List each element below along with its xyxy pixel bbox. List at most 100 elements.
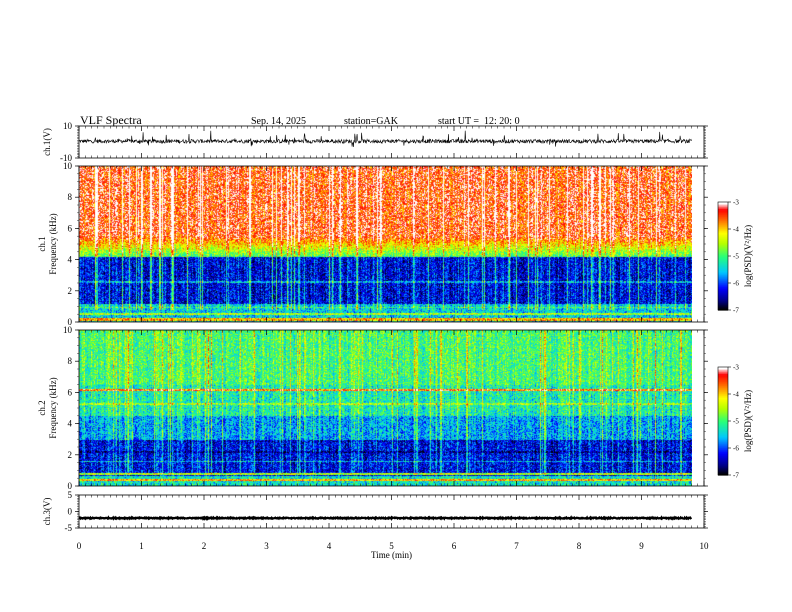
ch3-waveform-panel: 5 0 -5 ch.3(V) [42, 490, 708, 533]
colorbar-segment [718, 212, 728, 215]
y-tick-label: 2 [68, 450, 73, 460]
colorbar-segment [718, 473, 728, 476]
waveform-ylabel: ch.3(V) [42, 498, 52, 526]
colorbar-segment [718, 218, 728, 221]
ch1-waveform-panel: 10 -10 ch.1(V) [42, 121, 708, 163]
colorbar-segment [718, 469, 728, 472]
colorbar-segment [718, 216, 728, 219]
colorbar-segment [718, 415, 728, 418]
colorbar-segment [718, 441, 728, 444]
colorbar-segment [718, 393, 728, 396]
colorbar-segment [718, 206, 728, 209]
colorbar-segment [718, 461, 728, 464]
y-tick-label: -5 [65, 523, 73, 533]
colorbar-segment [718, 210, 728, 213]
colorbar-segment [718, 254, 728, 257]
waveform-trace [78, 130, 692, 148]
colorbar-tick-label: -3 [733, 199, 739, 207]
colorbar-segment [718, 377, 728, 380]
figure-title: VLF Spectra [80, 113, 142, 127]
colorbar-segment [718, 419, 728, 422]
colorbar-segment [718, 409, 728, 412]
colorbar-segment [718, 228, 728, 231]
colorbar-segment [718, 371, 728, 374]
colorbar-segment [718, 242, 728, 245]
colorbar-segment [718, 286, 728, 289]
colorbar-segment [718, 443, 728, 446]
colorbar-segment [718, 256, 728, 259]
y-tick-label: 8 [68, 356, 73, 366]
x-tick-label: 5 [389, 541, 394, 551]
colorbar-segment [718, 252, 728, 255]
colorbar-segment [718, 439, 728, 442]
colorbar-segment [718, 292, 728, 295]
colorbar-segment [718, 298, 728, 301]
colorbar-segment [718, 459, 728, 462]
colorbar-segment [718, 403, 728, 406]
colorbar-tick-label: -7 [733, 307, 739, 315]
colorbar-segment [718, 220, 728, 223]
y-tick-label: 10 [63, 325, 73, 335]
colorbar-segment [718, 387, 728, 390]
colorbar-segment [718, 471, 728, 474]
x-axis-label: Time (min) [371, 550, 412, 560]
colorbar-segment [718, 397, 728, 400]
spectrogram-ylabel: Frequency (kHz) [48, 377, 58, 438]
date-label: Sep. 14, 2025 [251, 116, 306, 127]
ch2-spectrogram-image [79, 330, 692, 486]
colorbar-tick-label: -6 [733, 280, 739, 288]
colorbar-segment [718, 467, 728, 470]
colorbar-segment [718, 246, 728, 249]
colorbar-segment [718, 274, 728, 277]
colorbar-segment [718, 244, 728, 247]
colorbar-segment [718, 385, 728, 388]
ch1-colorbar: -3 -4 -5 -6 -7 log(PSD)(V²/Hz) [717, 199, 753, 315]
colorbar-segment [718, 204, 728, 207]
colorbar-segment [718, 381, 728, 384]
colorbar-segment [718, 284, 728, 287]
station-label: station=GAK [344, 116, 399, 127]
x-tick-label: 10 [700, 541, 710, 551]
ch1-spectrogram-image [79, 166, 692, 322]
colorbar-segment [718, 202, 728, 205]
colorbar-tick-label: -4 [733, 391, 739, 399]
colorbar-segment [718, 463, 728, 466]
colorbar-segment [718, 401, 728, 404]
colorbar-segment [718, 250, 728, 253]
time-axis: 0 1 2 3 4 5 6 7 8 9 10 Time (min) [77, 541, 709, 560]
x-tick-label: 0 [77, 541, 82, 551]
y-tick-label: 4 [68, 419, 73, 429]
y-tick-label: 0 [68, 507, 73, 517]
x-tick-label: 8 [577, 541, 582, 551]
colorbar-segment [718, 260, 728, 263]
y-tick-label: 5 [68, 490, 73, 500]
colorbar-segment [718, 395, 728, 398]
colorbar-segment [718, 413, 728, 416]
colorbar-segment [718, 240, 728, 243]
colorbar-segment [718, 278, 728, 281]
colorbar-segment [718, 447, 728, 450]
colorbar-segment [718, 445, 728, 448]
colorbar-segment [718, 290, 728, 293]
colorbar-segment [718, 417, 728, 420]
colorbar-segment [718, 407, 728, 410]
colorbar-segment [718, 423, 728, 426]
waveform-ylabel: ch.1(V) [42, 128, 52, 156]
colorbar-tick-label: -5 [733, 253, 739, 261]
colorbar-segment [718, 282, 728, 285]
colorbar-segment [718, 425, 728, 428]
colorbar-label: log(PSD)(V²/Hz) [743, 390, 753, 452]
y-tick-label: -10 [60, 153, 72, 163]
colorbar-segment [718, 389, 728, 392]
colorbar-segment [718, 258, 728, 261]
colorbar-segment [718, 421, 728, 424]
colorbar-segment [718, 270, 728, 273]
colorbar-segment [718, 405, 728, 408]
y-tick-label: 8 [68, 192, 73, 202]
colorbar-segment [718, 427, 728, 430]
colorbar-segment [718, 308, 728, 311]
x-tick-label: 2 [202, 541, 207, 551]
colorbar-segment [718, 383, 728, 386]
colorbar-segment [718, 234, 728, 237]
